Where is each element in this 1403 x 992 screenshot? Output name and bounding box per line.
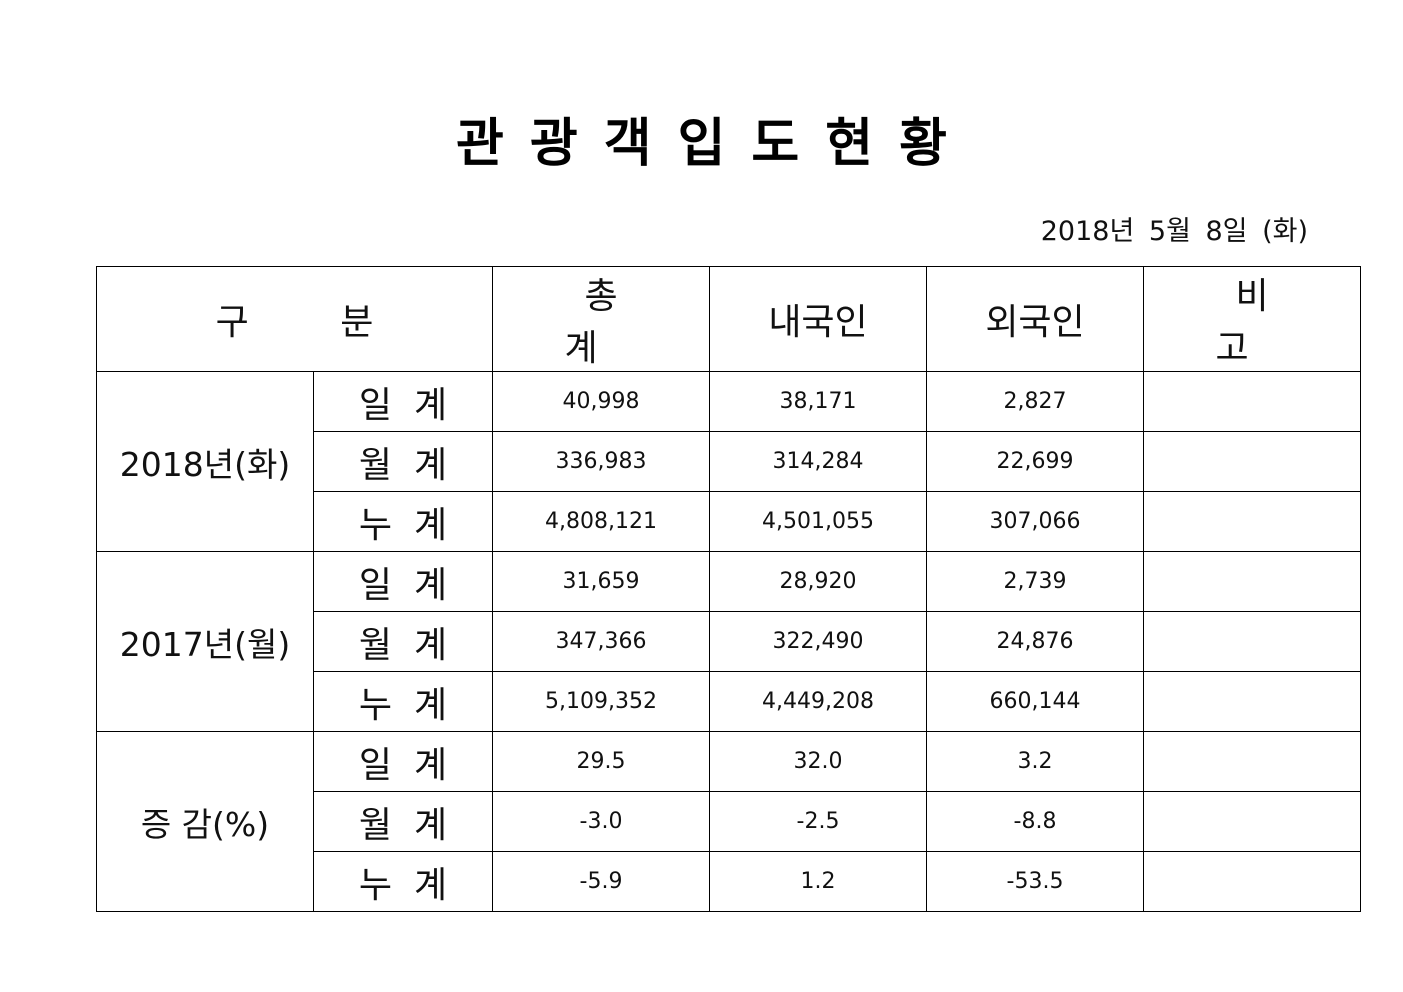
tourist-arrivals-table: 구 분 총 계 내국인 외국인 비 고 2018년(화) 일계 40,998 3… bbox=[96, 266, 1361, 912]
cell-foreign: 3.2 bbox=[926, 731, 1144, 792]
cell-total: -5.9 bbox=[492, 851, 710, 912]
cell-foreign: 22,699 bbox=[926, 431, 1144, 492]
group-label-change: 증 감(%) bbox=[96, 731, 314, 912]
cell-total: 40,998 bbox=[492, 371, 710, 432]
cell-total: 5,109,352 bbox=[492, 671, 710, 732]
header-remarks: 비 고 bbox=[1143, 266, 1361, 372]
table-row: 2017년(월) 일계 31,659 28,920 2,739 bbox=[96, 551, 1361, 732]
header-total: 총 계 bbox=[492, 266, 710, 372]
table-row: 2018년(화) 일계 40,998 38,171 2,827 bbox=[96, 371, 1361, 552]
cell-foreign: 2,739 bbox=[926, 551, 1144, 612]
table-row: 누계 5,109,352 4,449,208 660,144 bbox=[97, 671, 1361, 732]
row-type: 누계 bbox=[313, 671, 493, 732]
cell-total: 347,366 bbox=[492, 611, 710, 672]
cell-domestic: 314,284 bbox=[709, 431, 927, 492]
cell-foreign: -8.8 bbox=[926, 791, 1144, 852]
table-row: 증 감(%) 일계 29.5 32.0 3.2 bbox=[96, 731, 1361, 912]
row-type: 일계 bbox=[313, 371, 493, 432]
cell-domestic: -2.5 bbox=[709, 791, 927, 852]
cell-remarks bbox=[1143, 671, 1361, 732]
cell-remarks bbox=[1143, 731, 1361, 792]
cell-remarks bbox=[1143, 611, 1361, 672]
row-type: 월계 bbox=[313, 611, 493, 672]
table-row: 월계 -3.0 -2.5 -8.8 bbox=[97, 791, 1361, 852]
cell-domestic: 4,449,208 bbox=[709, 671, 927, 732]
header-domestic: 내국인 bbox=[709, 266, 927, 372]
group-label-2017: 2017년(월) bbox=[96, 551, 314, 732]
row-type: 누계 bbox=[313, 491, 493, 552]
table-row: 누계 4,808,121 4,501,055 307,066 bbox=[97, 491, 1361, 552]
cell-remarks bbox=[1143, 851, 1361, 912]
table-row: 월계 347,366 322,490 24,876 bbox=[97, 611, 1361, 672]
header-foreign: 외국인 bbox=[926, 266, 1144, 372]
cell-total: 336,983 bbox=[492, 431, 710, 492]
cell-remarks bbox=[1143, 431, 1361, 492]
cell-domestic: 28,920 bbox=[709, 551, 927, 612]
row-type: 일계 bbox=[313, 551, 493, 612]
cell-remarks bbox=[1143, 551, 1361, 612]
cell-domestic: 322,490 bbox=[709, 611, 927, 672]
cell-domestic: 1.2 bbox=[709, 851, 927, 912]
page-title: 관광객입도현황 bbox=[456, 114, 973, 174]
cell-total: 4,808,121 bbox=[492, 491, 710, 552]
row-type: 누계 bbox=[313, 851, 493, 912]
group-label-2018: 2018년(화) bbox=[96, 371, 314, 552]
table-row: 누계 -5.9 1.2 -53.5 bbox=[97, 851, 1361, 912]
cell-domestic: 38,171 bbox=[709, 371, 927, 432]
header-category: 구 분 bbox=[96, 266, 493, 372]
table-header-row: 구 분 총 계 내국인 외국인 비 고 bbox=[96, 266, 1361, 372]
row-type: 월계 bbox=[313, 791, 493, 852]
cell-total: 29.5 bbox=[492, 731, 710, 792]
cell-foreign: 2,827 bbox=[926, 371, 1144, 432]
row-type: 일계 bbox=[313, 731, 493, 792]
cell-foreign: -53.5 bbox=[926, 851, 1144, 912]
report-date: 2018년 5월 8일 (화) bbox=[1040, 216, 1308, 247]
cell-remarks bbox=[1143, 491, 1361, 552]
cell-remarks bbox=[1143, 791, 1361, 852]
cell-total: 31,659 bbox=[492, 551, 710, 612]
cell-domestic: 4,501,055 bbox=[709, 491, 927, 552]
cell-foreign: 660,144 bbox=[926, 671, 1144, 732]
cell-foreign: 24,876 bbox=[926, 611, 1144, 672]
cell-foreign: 307,066 bbox=[926, 491, 1144, 552]
cell-remarks bbox=[1143, 371, 1361, 432]
row-type: 월계 bbox=[313, 431, 493, 492]
cell-domestic: 32.0 bbox=[709, 731, 927, 792]
cell-total: -3.0 bbox=[492, 791, 710, 852]
